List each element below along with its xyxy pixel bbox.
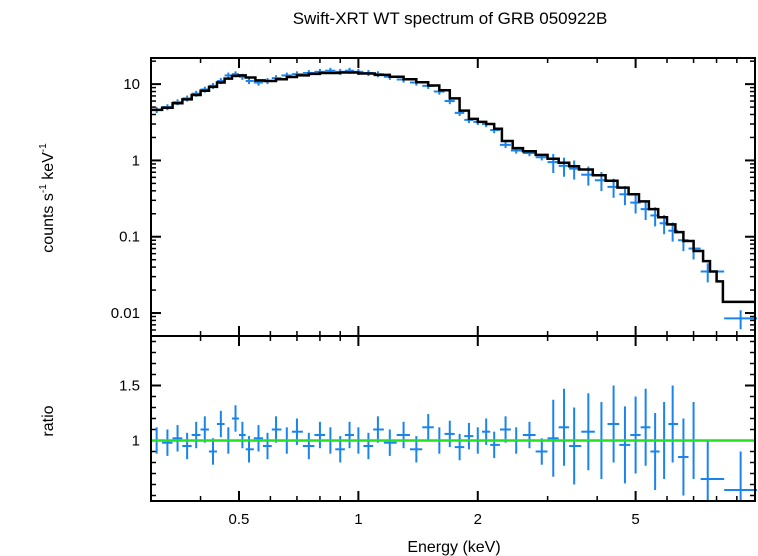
ratio-data-point [314,421,326,449]
y-tick-label: 1.5 [119,378,140,395]
ratio-data-point [373,416,384,443]
ratio-data-point [182,432,192,460]
ratio-data-point [172,425,183,452]
x-tick-label: 1 [354,511,362,528]
y-tick-label: 0.1 [119,229,140,246]
ylabel-part-kev: keV [40,152,57,184]
ratio-data-point [302,432,315,460]
ratio-data-point [271,416,282,443]
ratio-data-point [344,421,354,449]
ratio-panel: 0.5 1 2 5 1 1.5 [119,336,758,528]
ratio-data-point [581,393,595,471]
ratio-data-point [454,433,465,461]
spectrum-data-point [700,263,725,283]
x-tick-label: 0.5 [229,511,250,528]
ratio-data-point [640,388,651,466]
y-tick-label: 1 [132,152,140,169]
ratio-data-point [231,405,239,432]
spectrum-data-point [499,141,511,148]
ratio-data-point [535,438,548,465]
ratio-data-point [668,385,679,463]
ratio-data-point [547,399,559,477]
spectrum-panel: 0.01 0.1 1 10 [111,58,758,337]
ratio-data-point [630,396,641,474]
ratio-data-point [162,429,173,456]
ratio-data-point [607,385,620,463]
y-tick-label: 1 [132,433,140,450]
ratio-data-point [464,422,474,450]
ratio-panel-frame [150,335,756,502]
y-tick-label: 10 [123,76,140,93]
x-tick-label: 2 [474,511,482,528]
ratio-data-point [363,432,374,460]
ratio-data-point [253,425,264,452]
y-tick-label: 0.01 [111,305,140,322]
ratio-data-point [558,388,570,466]
spectrum-data-point [724,310,758,330]
ratio-data-point [396,421,410,449]
bottom-y-axis-label: ratio [40,405,57,436]
ratio-data-point [619,406,631,484]
spectrum-data-point [547,153,559,174]
x-axis-label: Energy (keV) [407,539,500,556]
ratio-data-point [678,418,689,496]
ratio-data-point [200,416,209,443]
spectrum-data-point [558,157,570,177]
ylabel-part-exp1: -1 [38,184,49,193]
ylabel-part-counts: counts s [40,193,57,253]
ratio-data-point [208,438,217,465]
ratio-data-point [569,407,582,485]
ratio-data-point [422,414,434,441]
x-tick-label: 5 [631,511,639,528]
ratio-data-point [490,431,500,459]
spectrum-data-point [245,78,254,85]
ratio-data-point [238,421,246,449]
ratio-data-point [191,421,201,449]
ratio-data-point [499,416,511,443]
ylabel-part-exp2: -1 [38,143,49,152]
model-step-line [151,71,755,304]
chart-title: Swift-XRT WT spectrum of GRB 050922B [293,9,608,28]
ratio-data-point [263,432,272,460]
ratio-data-point [444,420,455,448]
top-y-axis-label: counts s-1 keV-1 [38,143,57,253]
spectrum-panel-frame [150,57,756,337]
ratio-data-point [700,440,725,501]
ratio-data-point [383,429,397,456]
ratio-data-point [216,410,225,438]
ratio-data-point [650,413,660,490]
ratio-data-point [724,451,758,501]
ratio-data-point [522,421,536,449]
